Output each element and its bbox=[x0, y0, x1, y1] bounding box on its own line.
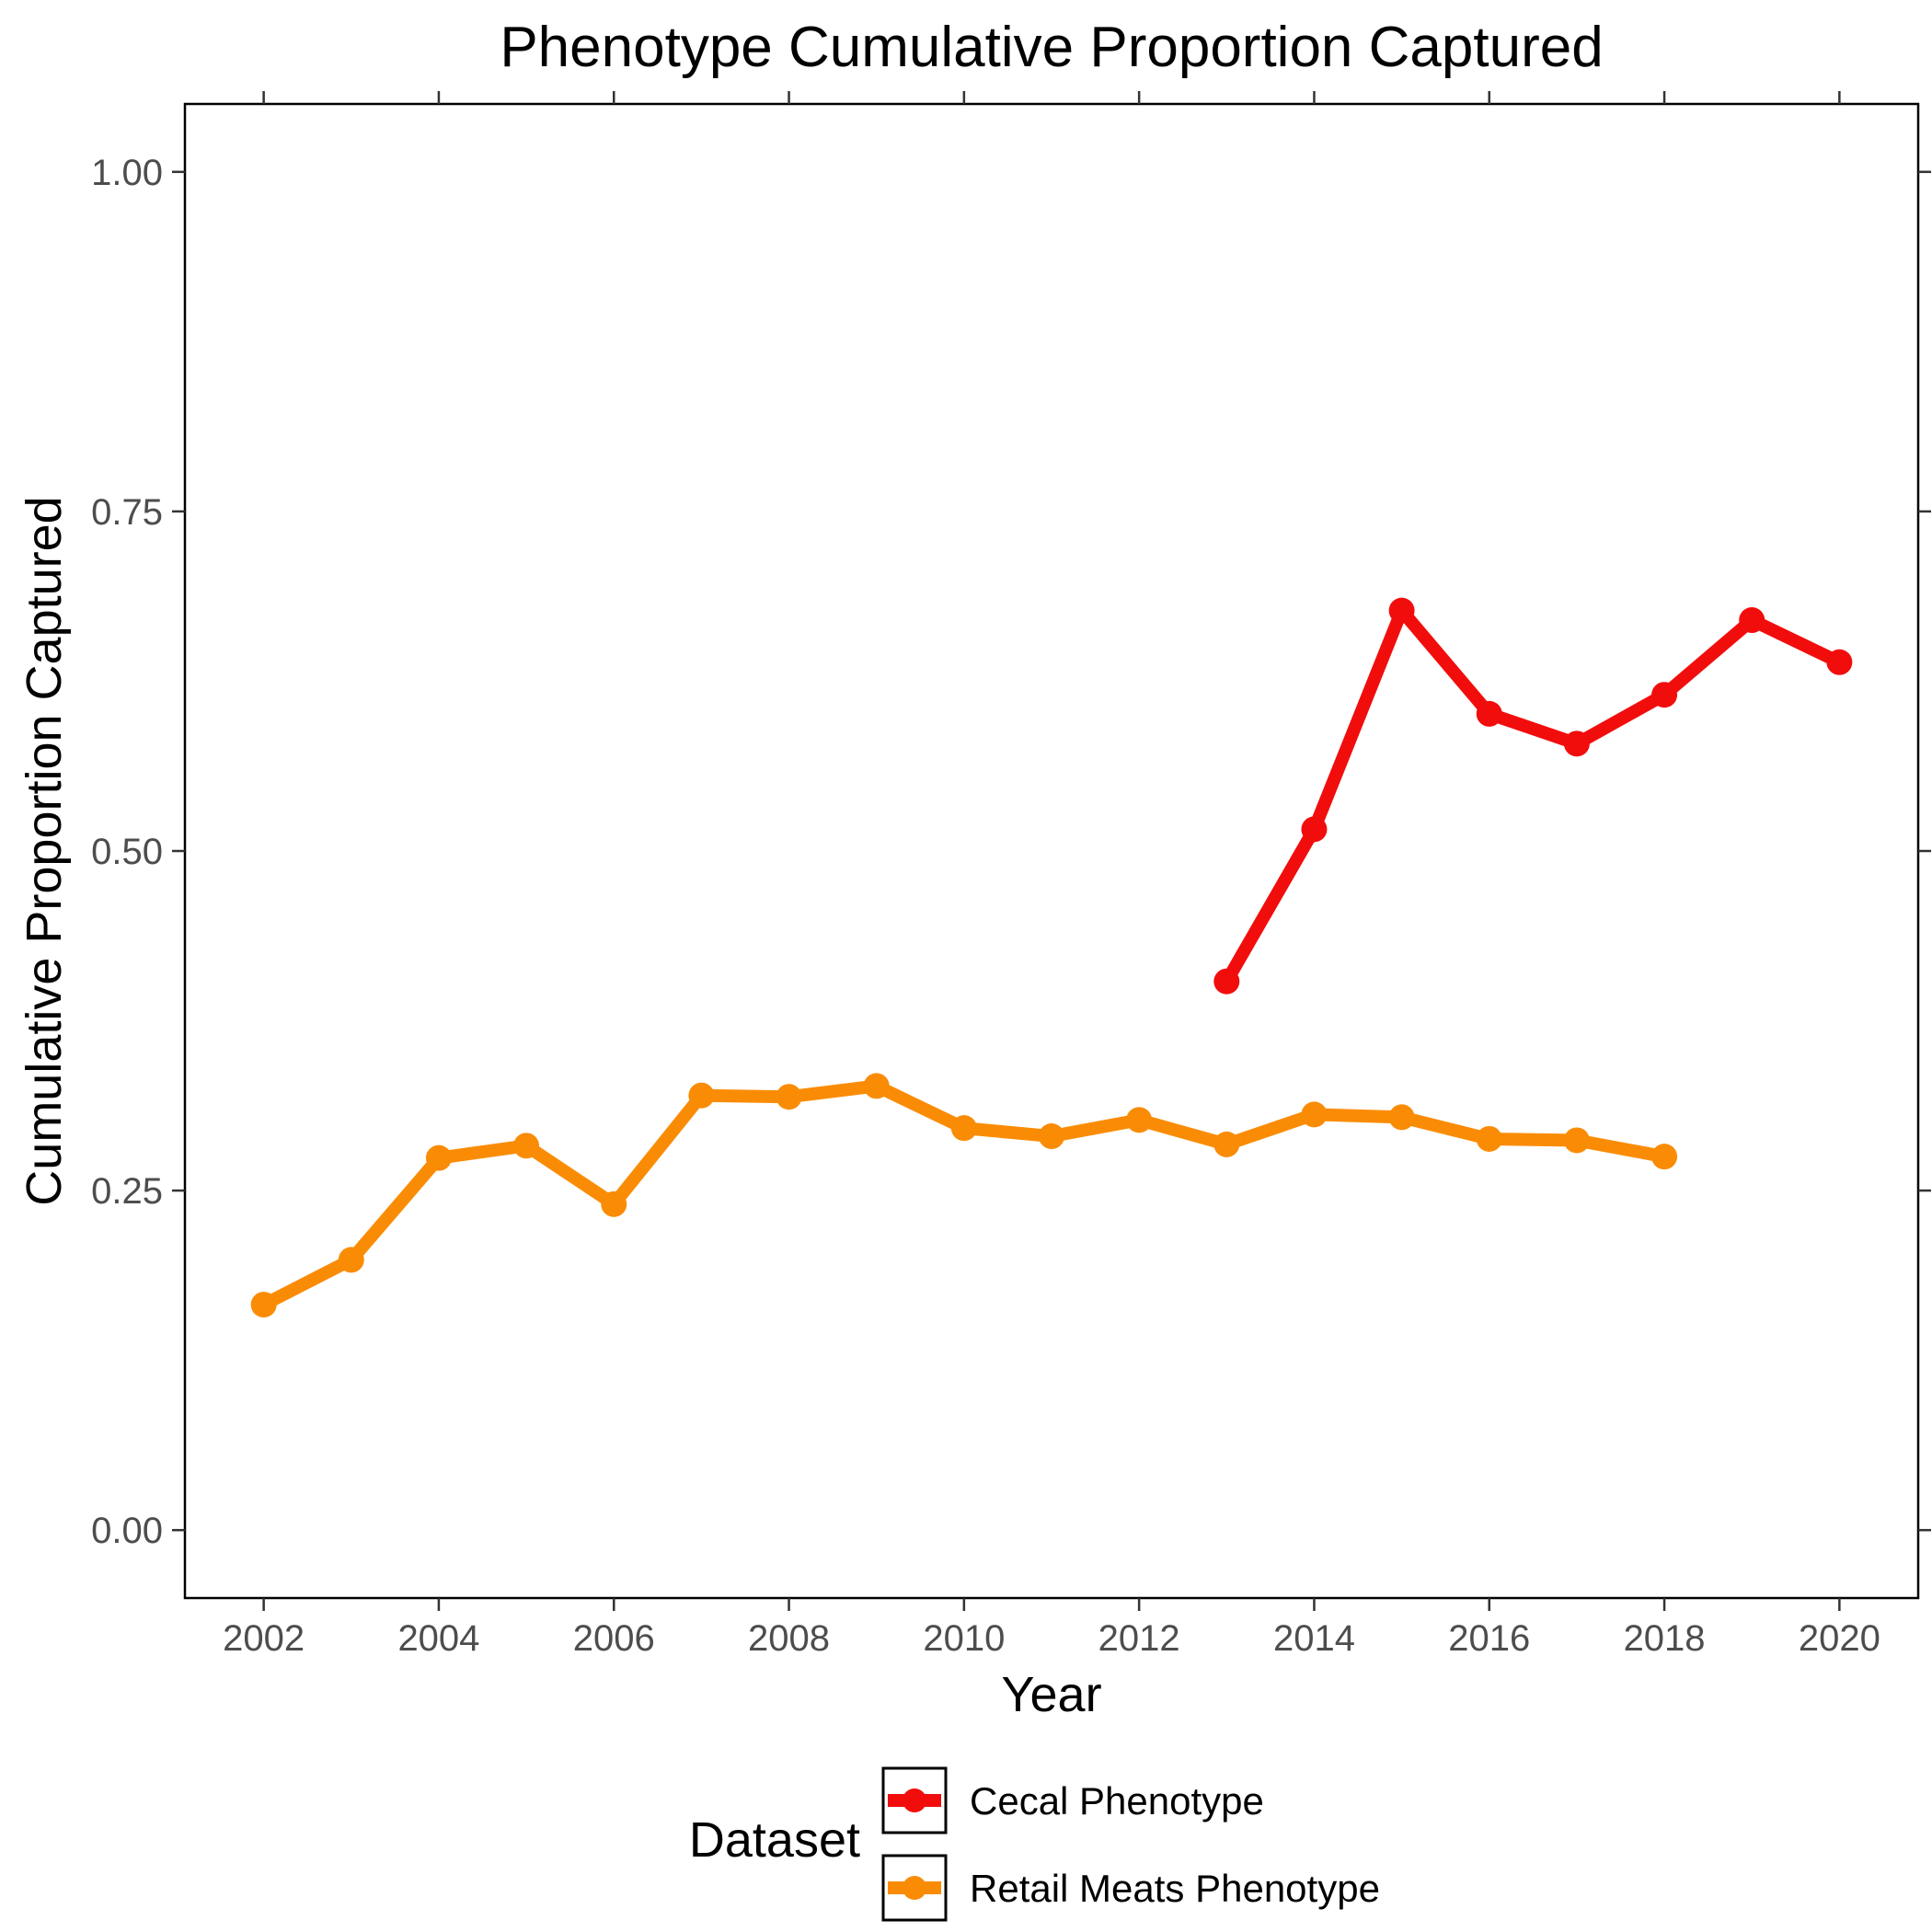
series-point-retail-meats-phenotype bbox=[863, 1073, 890, 1099]
series-point-retail-meats-phenotype bbox=[513, 1133, 540, 1159]
y-tick-label: 0.75 bbox=[91, 492, 163, 533]
legend-key-point-retail-meats-phenotype bbox=[903, 1876, 926, 1900]
series-point-retail-meats-phenotype bbox=[688, 1082, 715, 1109]
y-tick-label: 1.00 bbox=[91, 153, 163, 193]
x-tick-label: 2014 bbox=[1273, 1618, 1355, 1659]
series-line-cecal-phenotype bbox=[1220, 604, 1846, 988]
x-tick-label: 2002 bbox=[223, 1618, 305, 1659]
series-point-retail-meats-phenotype bbox=[1563, 1127, 1590, 1154]
legend: Dataset Cecal Phenotype Retail Meats Pheno… bbox=[689, 1766, 1380, 1922]
x-tick-label: 2004 bbox=[397, 1618, 479, 1659]
series-point-cecal-phenotype bbox=[1563, 730, 1590, 757]
x-axis-title: Year bbox=[1001, 1667, 1101, 1722]
x-tick-label: 2020 bbox=[1799, 1618, 1880, 1659]
legend-label-retail-meats-phenotype: Retail Meats Phenotype bbox=[970, 1867, 1380, 1910]
x-tick-label: 2010 bbox=[923, 1618, 1005, 1659]
series-point-retail-meats-phenotype bbox=[250, 1292, 277, 1318]
plot-panel-border bbox=[183, 102, 1920, 1600]
series-point-retail-meats-phenotype bbox=[776, 1084, 802, 1110]
series-point-cecal-phenotype bbox=[1651, 682, 1678, 708]
series-point-retail-meats-phenotype bbox=[1039, 1123, 1064, 1150]
series-point-retail-meats-phenotype bbox=[338, 1247, 364, 1273]
series-point-cecal-phenotype bbox=[1301, 816, 1328, 843]
series-point-cecal-phenotype bbox=[1388, 597, 1415, 624]
x-tick-label: 2012 bbox=[1098, 1618, 1180, 1659]
series-point-cecal-phenotype bbox=[1476, 700, 1502, 727]
x-tick-label: 2008 bbox=[748, 1618, 830, 1659]
legend-title: Dataset bbox=[689, 1812, 860, 1868]
series-point-cecal-phenotype bbox=[1826, 649, 1853, 675]
series-point-retail-meats-phenotype bbox=[425, 1144, 452, 1171]
y-axis-title: Cumulative Proportion Captured bbox=[17, 496, 72, 1205]
series-point-retail-meats-phenotype bbox=[1651, 1144, 1678, 1170]
series-point-retail-meats-phenotype bbox=[601, 1190, 627, 1217]
series-point-cecal-phenotype bbox=[1739, 607, 1765, 634]
x-tick-label: 2018 bbox=[1624, 1618, 1706, 1659]
x-tick-label: 2006 bbox=[573, 1618, 655, 1659]
chart-title: Phenotype Cumulative Proportion Captured bbox=[500, 16, 1603, 79]
series-point-retail-meats-phenotype bbox=[1476, 1125, 1502, 1152]
series-point-cecal-phenotype bbox=[1213, 968, 1240, 995]
series-point-retail-meats-phenotype bbox=[1213, 1131, 1240, 1157]
series-point-retail-meats-phenotype bbox=[950, 1115, 977, 1142]
series-point-retail-meats-phenotype bbox=[1388, 1104, 1415, 1131]
x-tick-label: 2016 bbox=[1448, 1618, 1530, 1659]
legend-label-cecal-phenotype: Cecal Phenotype bbox=[970, 1779, 1264, 1823]
y-tick-label: 0.00 bbox=[91, 1511, 163, 1551]
y-tick-label: 0.50 bbox=[91, 832, 163, 872]
series-point-retail-meats-phenotype bbox=[1126, 1107, 1153, 1133]
y-tick-label: 0.25 bbox=[91, 1171, 163, 1212]
series-point-retail-meats-phenotype bbox=[1301, 1101, 1328, 1128]
legend-key-point-cecal-phenotype bbox=[903, 1788, 926, 1812]
